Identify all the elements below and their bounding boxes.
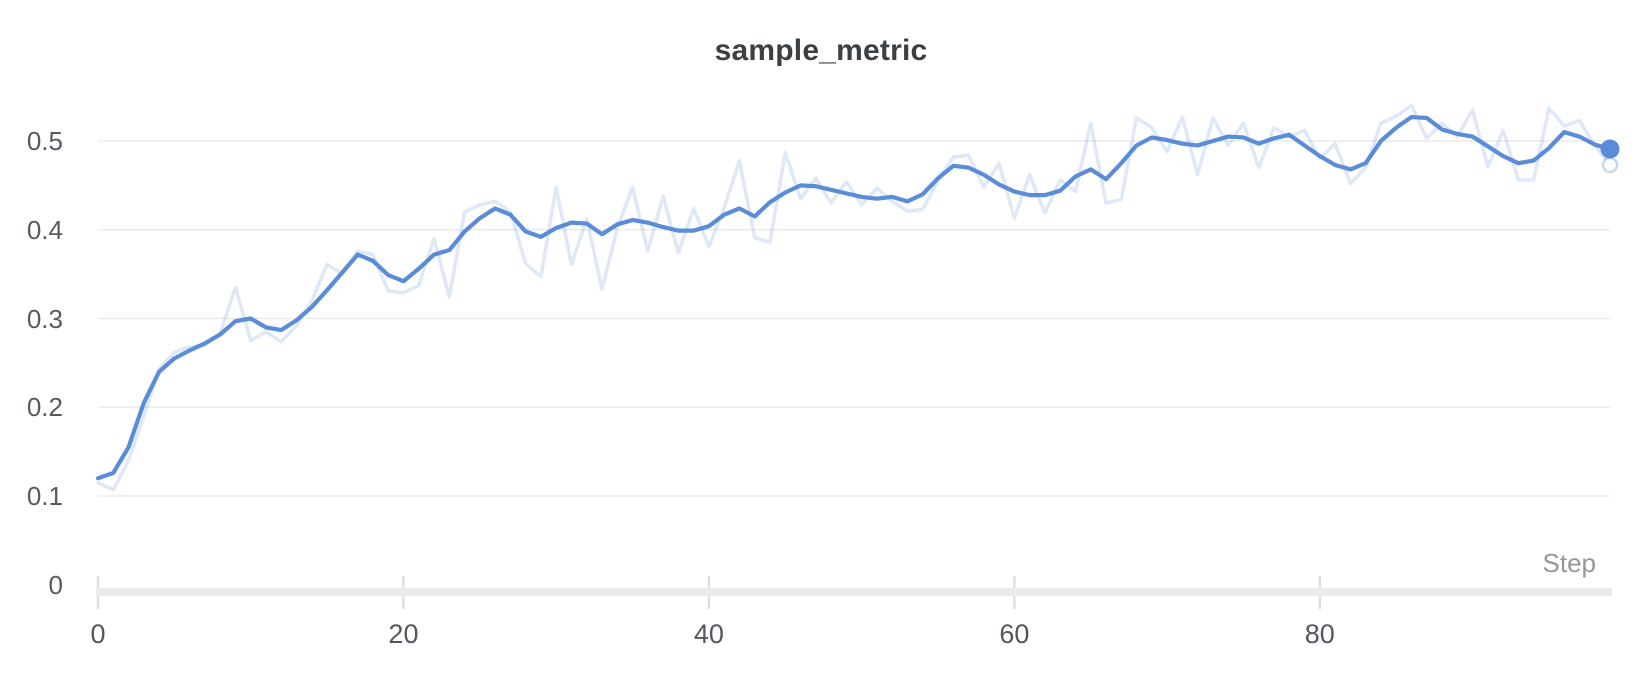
- y-tick-label: 0.4: [26, 214, 63, 245]
- y-tick-label: 0.5: [26, 126, 63, 156]
- x-tick-label: 60: [999, 619, 1030, 649]
- y-tick-label: 0.3: [26, 303, 63, 334]
- raw-endpoint-marker: [1601, 156, 1619, 174]
- y-tick-label: 0: [48, 569, 63, 600]
- chart-title: sample_metric: [714, 34, 928, 67]
- smoothed-series-line: [95, 114, 1613, 481]
- y-tick-label: 0.2: [26, 392, 63, 423]
- x-axis-band: [96, 588, 1612, 596]
- x-axis-title: Step: [1542, 548, 1597, 578]
- x-tick-label: 40: [693, 619, 724, 649]
- smoothed-endpoint-marker: [1600, 139, 1620, 159]
- x-tick-label: 20: [388, 619, 419, 649]
- raw-series-line: [96, 103, 1612, 492]
- x-tick-label: 0: [90, 619, 106, 649]
- x-tick-label: 80: [1304, 619, 1335, 649]
- y-tick-label: 0.1: [26, 481, 63, 511]
